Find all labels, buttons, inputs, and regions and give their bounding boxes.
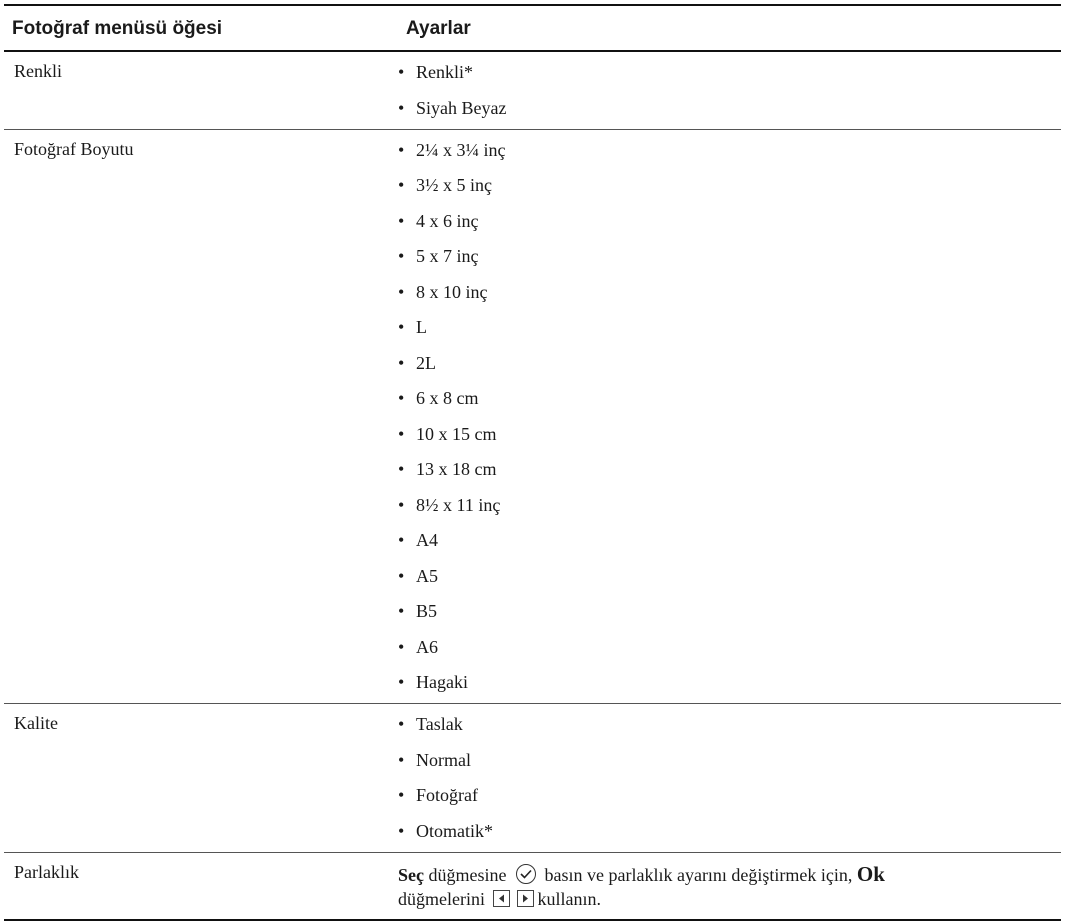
option-item: • Fotoğraf xyxy=(398,784,1061,820)
option-label: 3½ x 5 inç xyxy=(416,175,492,195)
option-item: • 2¼ x 3¼ inç xyxy=(398,139,1061,175)
option-item: • A5 xyxy=(398,565,1061,601)
option-item: • 4 x 6 inç xyxy=(398,210,1061,246)
bullet-glyph: • xyxy=(398,423,405,444)
bullet-glyph: • xyxy=(398,601,405,621)
bullet-glyph: • xyxy=(398,672,405,692)
ok-word: Ok xyxy=(856,861,885,886)
bullet-glyph: • xyxy=(398,494,405,515)
option-item: • B5 xyxy=(398,600,1061,636)
option-item: • 6 x 8 cm xyxy=(398,387,1061,423)
bullet-glyph: • xyxy=(398,317,405,337)
option-item: • 8 x 10 inç xyxy=(398,281,1061,317)
option-label: A4 xyxy=(416,530,438,550)
option-label: Renkli* xyxy=(416,62,473,82)
bullet-glyph: • xyxy=(398,246,405,266)
bullet-glyph: • xyxy=(398,281,405,302)
table-row: Renkli • Renkli* • Siyah Beyaz xyxy=(4,51,1061,130)
table-row: Fotoğraf Boyutu • 2¼ x 3¼ inç • 3½ x 5 inç •… xyxy=(4,129,1061,704)
check-circle-icon xyxy=(516,863,536,884)
option-item: • 10 x 15 cm xyxy=(398,423,1061,459)
option-label: Otomatik* xyxy=(416,820,493,841)
instruction-part-3: düğmelerini xyxy=(398,888,490,909)
row-options: • 2¼ x 3¼ inç • 3½ x 5 inç • 4 x 6 inç • 5 x 7 … xyxy=(398,129,1061,704)
instruction-part-4: kullanın. xyxy=(537,888,601,909)
row-item-label: Renkli xyxy=(4,51,398,130)
option-label: 8½ x 11 inç xyxy=(416,494,501,515)
left-arrow-key-icon xyxy=(493,889,511,907)
option-list: • 2¼ x 3¼ inç • 3½ x 5 inç • 4 x 6 inç • 5 x 7 … xyxy=(398,139,1061,696)
option-label: 4 x 6 inç xyxy=(416,210,479,231)
option-list: • Taslak • Normal • Fotoğraf • Otomatik* xyxy=(398,713,1061,844)
option-label: 10 x 15 cm xyxy=(416,423,497,444)
bullet-glyph: • xyxy=(398,530,405,550)
table-header-row: Fotoğraf menüsü öğesi Ayarlar xyxy=(4,4,1061,52)
row-item-label: Fotoğraf Boyutu xyxy=(4,129,398,704)
option-item: • A4 xyxy=(398,529,1061,565)
option-item: • Otomatik* xyxy=(398,820,1061,844)
bullet-glyph: • xyxy=(398,459,405,479)
table-row: Kalite • Taslak • Normal • Fotoğraf • Otomatik* xyxy=(4,703,1061,853)
instruction-part-2: basın ve parlaklık ayarını değiştirmek i… xyxy=(540,864,857,885)
bullet-glyph: • xyxy=(398,820,405,841)
option-label: Taslak xyxy=(416,714,463,734)
bullet-glyph: • xyxy=(398,565,405,586)
option-label: 5 x 7 inç xyxy=(416,246,479,266)
option-item: • Taslak xyxy=(398,713,1061,749)
table-row-brightness: Parlaklık Seç düğmesine basın ve parlakl… xyxy=(4,852,1061,921)
option-item: • Siyah Beyaz xyxy=(398,97,1061,121)
option-label: A6 xyxy=(416,636,438,657)
bullet-glyph: • xyxy=(398,785,405,805)
option-label: Siyah Beyaz xyxy=(416,97,507,118)
option-item: • Renkli* xyxy=(398,61,1061,97)
row-item-label: Parlaklık xyxy=(4,852,398,921)
option-label: B5 xyxy=(416,601,438,621)
option-label: A5 xyxy=(416,565,438,586)
instruction-part-1: düğmesine xyxy=(424,864,511,885)
row-options: • Taslak • Normal • Fotoğraf • Otomatik* xyxy=(398,703,1061,853)
bullet-glyph: • xyxy=(398,388,405,408)
option-label: L xyxy=(416,317,427,337)
option-label: 2¼ x 3¼ inç xyxy=(416,139,506,160)
row-options: • Renkli* • Siyah Beyaz xyxy=(398,51,1061,130)
bullet-glyph: • xyxy=(398,749,405,770)
bullet-glyph: • xyxy=(398,636,405,657)
option-label: 13 x 18 cm xyxy=(416,459,497,479)
option-item: • 3½ x 5 inç xyxy=(398,174,1061,210)
option-item: • 8½ x 11 inç xyxy=(398,494,1061,530)
option-item: • Hagaki xyxy=(398,671,1061,695)
bullet-glyph: • xyxy=(398,352,405,373)
option-item: • 2L xyxy=(398,352,1061,388)
option-label: Normal xyxy=(416,749,471,770)
header-menu-item: Fotoğraf menüsü öğesi xyxy=(4,4,398,52)
select-button-word: Seç xyxy=(398,864,424,885)
option-label: 8 x 10 inç xyxy=(416,281,488,302)
header-settings: Ayarlar xyxy=(398,4,1061,52)
option-item: • A6 xyxy=(398,636,1061,672)
option-label: Hagaki xyxy=(416,672,468,692)
bullet-glyph: • xyxy=(398,714,405,734)
option-item: • L xyxy=(398,316,1061,352)
document-page: Fotoğraf menüsü öğesi Ayarlar Renkli • Re… xyxy=(4,4,1061,921)
row-item-label: Kalite xyxy=(4,703,398,853)
bullet-glyph: • xyxy=(398,175,405,195)
option-label: 6 x 8 cm xyxy=(416,388,479,408)
brightness-instruction-text: Seç düğmesine basın ve parlaklık ayarını… xyxy=(398,862,1061,911)
bullet-glyph: • xyxy=(398,62,405,82)
right-arrow-key-icon xyxy=(517,889,535,907)
option-item: • Normal xyxy=(398,749,1061,785)
bullet-glyph: • xyxy=(398,210,405,231)
photo-menu-settings-table: Fotoğraf menüsü öğesi Ayarlar Renkli • Re… xyxy=(4,4,1061,921)
brightness-instructions: Seç düğmesine basın ve parlaklık ayarını… xyxy=(398,852,1061,921)
option-label: Fotoğraf xyxy=(416,785,478,805)
option-item: • 5 x 7 inç xyxy=(398,245,1061,281)
option-list: • Renkli* • Siyah Beyaz xyxy=(398,61,1061,121)
bullet-glyph: • xyxy=(398,97,405,118)
option-label: 2L xyxy=(416,352,436,373)
bullet-glyph: • xyxy=(398,139,405,160)
option-item: • 13 x 18 cm xyxy=(398,458,1061,494)
